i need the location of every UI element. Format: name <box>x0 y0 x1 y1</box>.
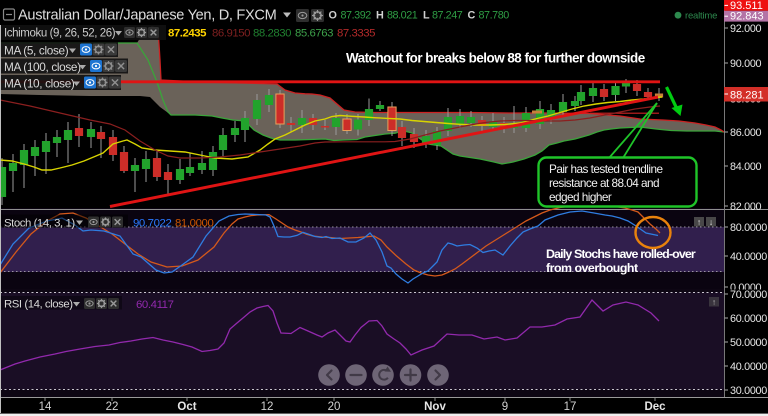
svg-text:Dec: Dec <box>644 401 666 413</box>
svg-text:60.4117: 60.4117 <box>136 299 174 311</box>
svg-text:88.021: 88.021 <box>387 9 418 21</box>
svg-text:17: 17 <box>564 401 577 413</box>
svg-text:O: O <box>329 9 337 21</box>
svg-text:92.000: 92.000 <box>730 23 762 35</box>
svg-text:20: 20 <box>328 401 341 413</box>
svg-text:14: 14 <box>39 401 52 413</box>
svg-text:Watchout for breaks below 88 f: Watchout for breaks below 88 for further… <box>346 51 645 66</box>
svg-text:40.0000: 40.0000 <box>730 361 767 373</box>
svg-text:resistance at 88.04 and: resistance at 88.04 and <box>549 176 659 190</box>
svg-text:from overbought: from overbought <box>546 261 638 275</box>
svg-text:MA (5, close): MA (5, close) <box>4 44 69 58</box>
svg-text:90.7022: 90.7022 <box>133 218 171 230</box>
svg-text:84.000: 84.000 <box>730 161 762 173</box>
svg-text:↑: ↑ <box>697 217 701 227</box>
svg-text:87.3335: 87.3335 <box>337 28 375 40</box>
svg-text:88.2830: 88.2830 <box>253 28 291 40</box>
svg-text:87.780: 87.780 <box>479 9 510 21</box>
svg-text:RSI (14, close): RSI (14, close) <box>4 299 73 311</box>
svg-text:Nov: Nov <box>424 401 446 413</box>
svg-text:87.392: 87.392 <box>341 9 372 21</box>
svg-text:40.0000: 40.0000 <box>730 251 767 263</box>
svg-text:92.843: 92.843 <box>730 11 764 23</box>
svg-text:85.6763: 85.6763 <box>295 28 333 40</box>
svg-text:22: 22 <box>106 401 119 413</box>
svg-text:50.0000: 50.0000 <box>730 337 767 349</box>
svg-text:86.9150: 86.9150 <box>212 28 250 40</box>
svg-text:81.0000: 81.0000 <box>175 218 213 230</box>
svg-text:90.000: 90.000 <box>730 58 762 70</box>
svg-text:Pair has tested trendline: Pair has tested trendline <box>549 162 663 176</box>
svg-text:C: C <box>468 9 476 21</box>
svg-text:MA (10, close): MA (10, close) <box>4 77 75 91</box>
svg-text:87.247: 87.247 <box>432 9 463 21</box>
svg-text:Daily Stochs have rolled-over: Daily Stochs have rolled-over <box>546 247 696 261</box>
svg-text:Australian Dollar/Japanese Yen: Australian Dollar/Japanese Yen, D, FXCM <box>18 8 276 24</box>
svg-text:L: L <box>423 9 430 21</box>
svg-text:Ichimoku (9, 26, 52, 26): Ichimoku (9, 26, 52, 26) <box>4 28 116 40</box>
svg-text:87.2435: 87.2435 <box>168 28 207 40</box>
svg-text:MA (100, close): MA (100, close) <box>4 60 81 74</box>
svg-text:12: 12 <box>261 401 274 413</box>
svg-text:88.281: 88.281 <box>730 90 764 102</box>
svg-text:82.000: 82.000 <box>730 201 762 213</box>
svg-text:H: H <box>376 9 384 21</box>
svg-text:80.0000: 80.0000 <box>730 222 767 234</box>
svg-text:86.000: 86.000 <box>730 127 762 139</box>
svg-text:70.0000: 70.0000 <box>730 289 767 301</box>
svg-text:↓: ↓ <box>709 217 713 227</box>
svg-text:↑: ↑ <box>712 297 716 307</box>
svg-text:93.511: 93.511 <box>730 0 763 12</box>
svg-text:edged higher: edged higher <box>549 190 612 204</box>
svg-text:9: 9 <box>502 401 508 413</box>
svg-text:30.0000: 30.0000 <box>730 385 767 397</box>
svg-text:Stoch (14, 3, 1): Stoch (14, 3, 1) <box>4 218 75 230</box>
svg-text:60.0000: 60.0000 <box>730 313 767 325</box>
svg-text:realtime: realtime <box>685 11 717 22</box>
svg-text:Oct: Oct <box>177 401 196 413</box>
